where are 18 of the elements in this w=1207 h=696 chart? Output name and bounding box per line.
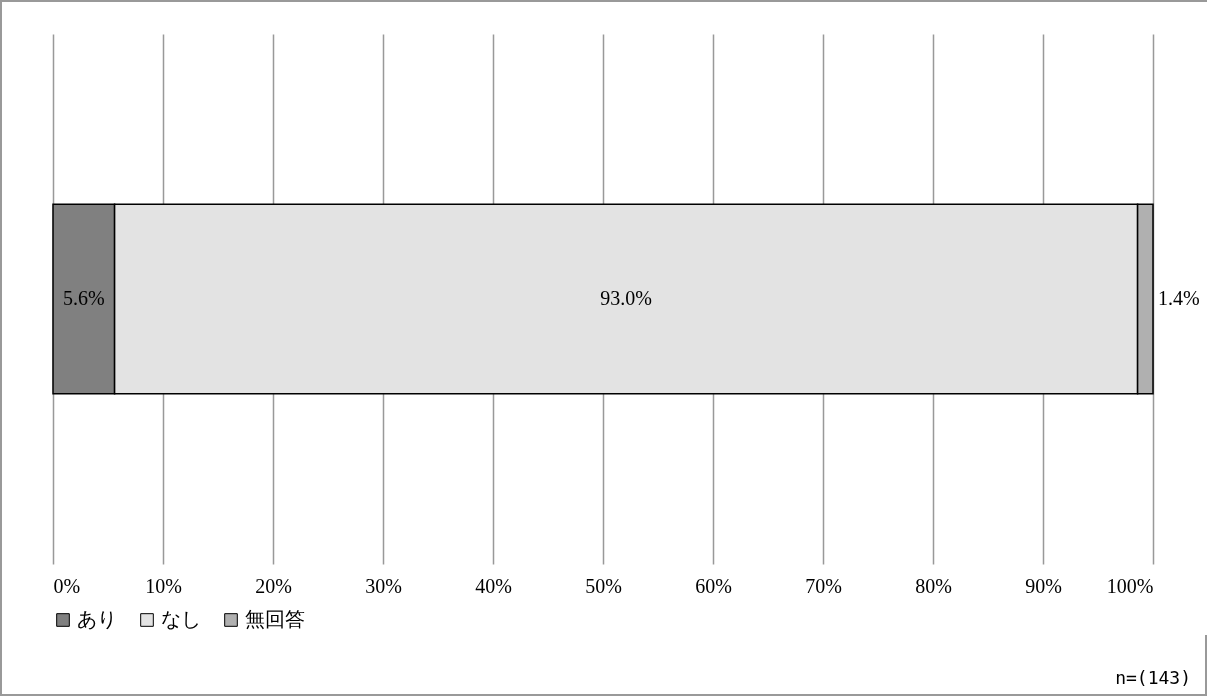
x-tick-label: 20%	[255, 574, 292, 597]
text: 93.0%	[600, 287, 652, 309]
x-tick-label: 10%	[145, 574, 182, 597]
legend-label: あり	[77, 607, 117, 631]
x-tick-label: 50%	[585, 574, 622, 597]
x-tick-label: 40%	[475, 574, 512, 597]
x-tick-label: 100%	[1106, 574, 1154, 597]
x-tick-label: 80%	[915, 574, 952, 597]
text: n=(143)	[1115, 667, 1191, 688]
x-tick-label: 0%	[53, 574, 81, 597]
legend-label: なし	[161, 607, 201, 631]
x-tick-label: 60%	[695, 574, 732, 597]
text: 1.4%	[1158, 287, 1200, 309]
x-tick-label: 70%	[805, 574, 842, 597]
x-tick-label: 30%	[365, 574, 402, 597]
legend-label: 無回答	[245, 607, 305, 631]
text: 5.6%	[62, 287, 105, 309]
x-tick-label: 90%	[1025, 574, 1062, 597]
